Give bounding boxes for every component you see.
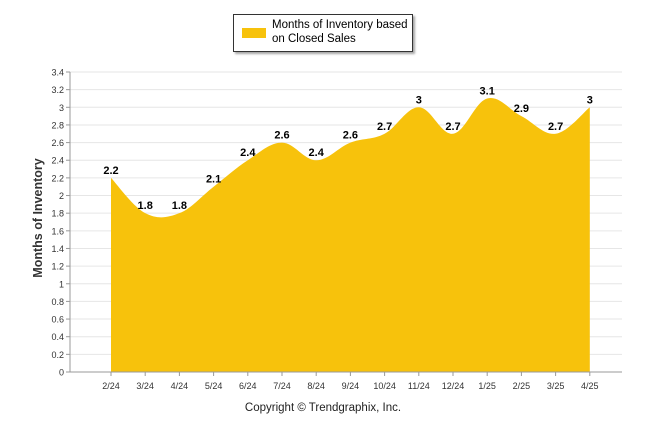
- x-tick-label: 6/24: [239, 381, 257, 391]
- data-label: 2.7: [377, 121, 392, 133]
- data-label: 2.9: [514, 103, 529, 115]
- x-tick-label: 9/24: [342, 381, 360, 391]
- y-tick-label: 0.6: [51, 315, 64, 325]
- y-tick-label: 2.8: [51, 120, 64, 130]
- x-tick-label: 5/24: [205, 381, 223, 391]
- legend-swatch: [242, 28, 266, 38]
- data-label: 2.2: [103, 165, 118, 177]
- y-tick-label: 1.8: [51, 209, 64, 219]
- x-tick-label: 12/24: [442, 381, 465, 391]
- x-tick-label: 11/24: [408, 381, 430, 391]
- y-tick-label: 2.6: [51, 138, 64, 148]
- y-axis-label: Months of Inventory: [31, 158, 45, 277]
- y-tick-label: 2: [59, 191, 64, 201]
- y-tick-label: 3: [59, 103, 64, 113]
- y-tick-label: 0.4: [51, 332, 64, 342]
- y-tick-label: 2.2: [51, 173, 64, 183]
- data-label: 1.8: [172, 200, 187, 212]
- x-tick-label: 1/25: [478, 381, 496, 391]
- data-label: 2.4: [240, 147, 256, 159]
- x-tick-label: 7/24: [273, 381, 291, 391]
- x-tick-label: 3/25: [547, 381, 565, 391]
- axes: [69, 72, 622, 373]
- data-label: 2.1: [206, 174, 221, 186]
- data-label: 3: [587, 94, 593, 106]
- copyright-text: Copyright © Trendgraphix, Inc.: [244, 402, 402, 414]
- x-tick-label: 8/24: [307, 381, 325, 391]
- data-label: 1.8: [138, 200, 153, 212]
- legend-label: Months of Inventory based on Closed Sale…: [272, 19, 408, 45]
- x-tick-label: 3/24: [136, 381, 154, 391]
- area-fill: [111, 98, 590, 372]
- x-tick-label: 4/24: [171, 381, 189, 391]
- x-tick-label: 4/25: [581, 381, 599, 391]
- y-tick-label: 1.2: [51, 262, 64, 272]
- y-tick-label: 3.2: [51, 85, 64, 95]
- y-tick-label: 2.4: [51, 156, 64, 166]
- data-label: 2.6: [343, 130, 358, 142]
- data-labels: 2.2 1.8 1.8 2.1 2.4 2.6 2.4 2.6 2.7 3 2.7 3.1 2.9 2.7…: [103, 85, 593, 212]
- data-label: 2.6: [274, 130, 289, 142]
- data-label: 2.4: [309, 147, 325, 159]
- data-label: 2.7: [548, 121, 563, 133]
- data-label: 2.7: [445, 121, 460, 133]
- y-tick-label: 0.8: [51, 297, 64, 307]
- x-tick-labels: 2/24 3/24 4/24 5/24 6/24 7/24 8/24 9/24 10/24 11/…: [102, 372, 599, 391]
- y-tick-label: 1: [59, 279, 64, 289]
- data-label: 3.1: [480, 85, 495, 97]
- y-tick-label: 0.2: [51, 350, 64, 360]
- x-tick-label: 2/25: [513, 381, 531, 391]
- x-tick-label: 2/24: [102, 381, 120, 391]
- data-label: 3: [416, 94, 422, 106]
- y-tick-label: 0: [59, 368, 64, 378]
- legend: Months of Inventory based on Closed Sale…: [233, 14, 413, 52]
- area-series: [111, 98, 590, 372]
- y-tick-label: 1.6: [51, 226, 64, 236]
- y-tick-label: 1.4: [51, 244, 64, 254]
- y-tick-labels: 0 0.2 0.4 0.6 0.8 1 1.2 1.4 1.6 1.8 2 2.2 2.4 2.6 2.8 3…: [51, 68, 64, 378]
- x-tick-label: 10/24: [373, 381, 396, 391]
- y-tick-label: 3.4: [51, 68, 64, 78]
